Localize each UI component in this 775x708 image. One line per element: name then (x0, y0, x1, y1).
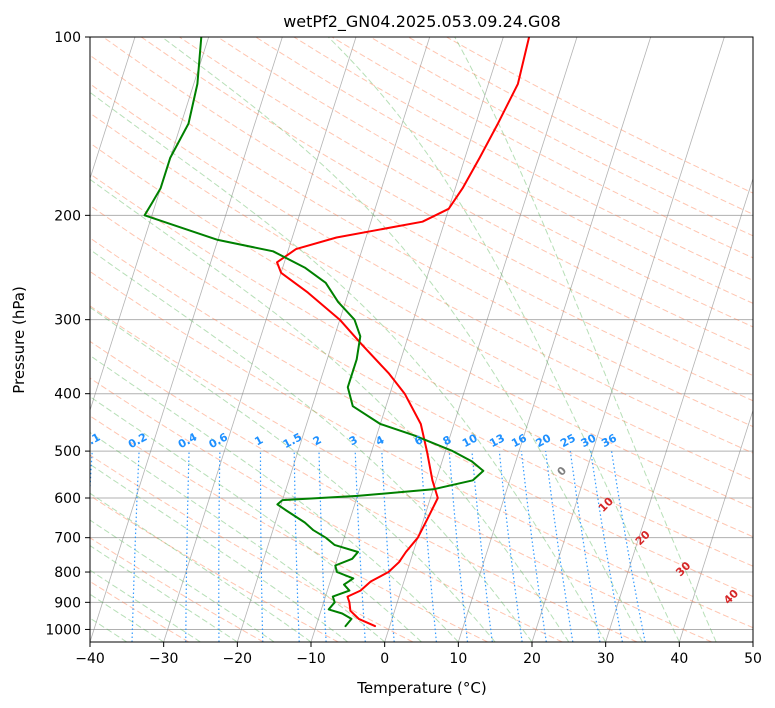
dry-adiabat (179, 37, 753, 352)
dry-adiabat (90, 305, 712, 642)
moist-adiabat (90, 354, 459, 642)
moist-adiabat (90, 519, 275, 642)
y-tick-label: 300 (54, 313, 81, 329)
dry-adiabat (90, 54, 753, 428)
moist-adiabat (90, 463, 349, 642)
x-tick-label: 50 (744, 651, 762, 667)
mixing-ratio-label: 20 (534, 431, 554, 450)
y-tick-label: 1000 (45, 622, 81, 638)
moist-adiabat (327, 37, 680, 642)
isotherm-line (531, 37, 725, 642)
mixing-ratio-label: 16 (509, 431, 529, 450)
chart-title: wetPf2_GN04.2025.053.09.24.G08 (283, 12, 561, 32)
isotherm-line (90, 37, 136, 180)
y-tick-label: 900 (54, 595, 81, 611)
dry-adiabat (331, 37, 753, 259)
x-tick-label: 20 (523, 651, 541, 667)
y-tick-label: 600 (54, 491, 81, 507)
isotherm-line (90, 37, 283, 642)
moist-adiabat (90, 91, 607, 642)
mixing-ratio-line (611, 451, 646, 642)
dry-adiabat (140, 37, 753, 377)
dry-adiabats (90, 37, 753, 642)
y-axis-ticks: 100 200 300 400 500 600 700 800 900 1000 (45, 30, 90, 638)
x-tick-label: −20 (223, 651, 253, 667)
y-tick-label: 100 (54, 30, 81, 46)
moist-adiabat (161, 37, 643, 642)
dry-adiabat (90, 237, 753, 598)
dry-adiabat (90, 495, 339, 642)
dry-adiabat (408, 37, 753, 215)
dry-adiabat (90, 142, 753, 509)
moist-adiabat (90, 544, 238, 642)
moist-adiabat (90, 431, 386, 642)
sounding-profiles (143, 37, 531, 628)
moist-adiabat (90, 306, 496, 642)
mixing-ratio-label: 25 (558, 431, 578, 450)
moist-adiabat (90, 492, 312, 642)
isotherm-line (90, 37, 210, 412)
moist-adiabat (90, 569, 201, 642)
y-tick-label: 500 (54, 444, 81, 460)
mixing-ratio-line (545, 451, 574, 642)
dry-adiabat (90, 173, 753, 538)
moist-adiabats (90, 37, 717, 642)
skewed-isotherms (90, 37, 753, 642)
mixing-ratio-label: 36 (599, 431, 619, 450)
y-tick-label: 400 (54, 387, 81, 403)
mixing-ratio-lines (90, 451, 646, 642)
mixing-ratio-line (471, 451, 493, 642)
dry-adiabat (446, 37, 753, 194)
x-tick-label: 40 (670, 651, 688, 667)
pressure-gridlines (90, 37, 753, 630)
x-axis-title: Temperature (°C) (356, 679, 486, 697)
x-tick-label: 30 (597, 651, 615, 667)
dry-adiabat (90, 270, 753, 629)
x-axis-ticks: −40 −30 −20 −10 0 10 20 30 40 50 (75, 642, 762, 667)
dewpoint-profile (143, 37, 485, 628)
y-tick-label: 200 (54, 208, 81, 224)
moist-adiabat (90, 593, 164, 642)
x-tick-label: −40 (75, 651, 105, 667)
x-tick-label: −10 (296, 651, 326, 667)
dry-adiabat (90, 83, 753, 454)
mixing-ratio-line (448, 451, 469, 642)
isotherm-line (457, 37, 652, 642)
mixing-ratio-label: 30 (579, 431, 599, 450)
moist-adiabat (90, 178, 570, 642)
y-tick-label: 700 (54, 531, 81, 547)
moist-adiabat (454, 37, 717, 642)
isotherm-line (236, 37, 431, 642)
y-tick-label: 800 (54, 565, 81, 581)
mixing-ratio-line (498, 451, 523, 642)
plot-area: 0.10.20.40.611.52346810131620253036-100-… (90, 37, 753, 642)
y-axis-title: Pressure (hPa) (10, 286, 28, 394)
mixing-ratio-line (520, 451, 547, 642)
mixing-ratio-label: 10 (460, 431, 480, 450)
mixing-ratio-label: 13 (487, 431, 507, 450)
isotherm-line (163, 37, 357, 642)
x-tick-label: 0 (380, 651, 389, 667)
dry-adiabat (90, 204, 753, 567)
dry-adiabat (102, 37, 753, 402)
temperature-profile (276, 37, 531, 628)
isotherm-line (310, 37, 504, 642)
x-tick-label: 10 (449, 651, 467, 667)
dry-adiabat (90, 340, 638, 642)
moist-adiabat (90, 248, 533, 642)
isotherm-line (678, 408, 753, 642)
mixing-ratio-line (420, 451, 437, 642)
plot-frame (89, 36, 754, 643)
moist-adiabat (90, 396, 422, 642)
dry-adiabat (90, 454, 414, 642)
dry-adiabat (90, 112, 753, 481)
isotherm-line (605, 177, 753, 642)
dry-adiabat (293, 37, 753, 281)
x-tick-label: −30 (149, 651, 179, 667)
isotherm-line (384, 37, 578, 642)
